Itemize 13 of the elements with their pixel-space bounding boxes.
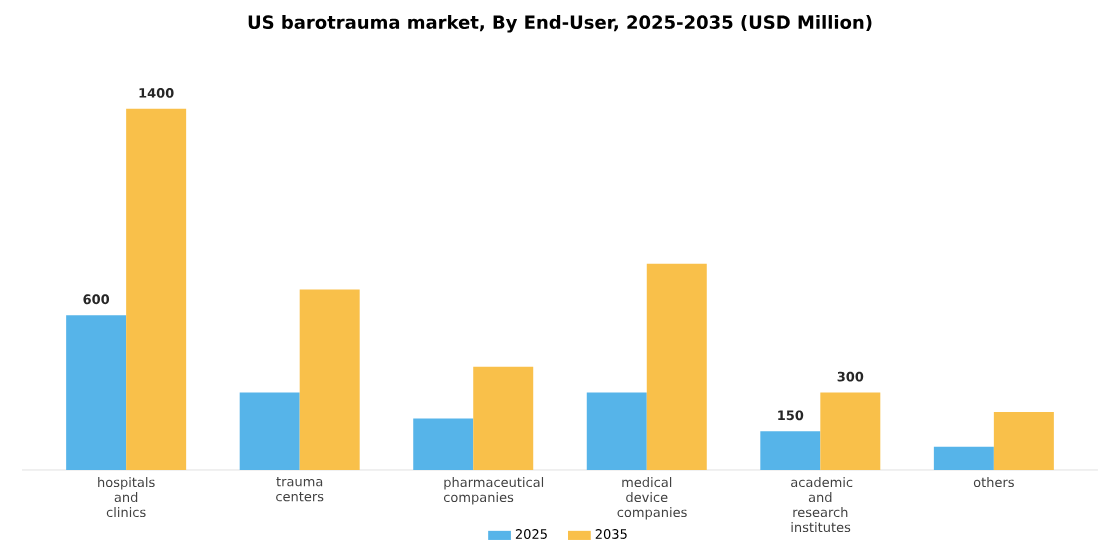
bar — [413, 418, 474, 470]
bar — [473, 366, 534, 470]
bar — [299, 289, 360, 470]
bar — [126, 108, 187, 470]
bar — [820, 392, 881, 470]
bar — [646, 263, 707, 470]
bar — [586, 392, 647, 470]
bar — [933, 446, 994, 470]
bar — [239, 392, 300, 470]
bar — [66, 315, 127, 470]
bar — [993, 411, 1054, 470]
chart-title: US barotrauma market, By End-User, 2025-2035 (USD Million) — [248, 15, 872, 33]
bar — [760, 431, 821, 470]
